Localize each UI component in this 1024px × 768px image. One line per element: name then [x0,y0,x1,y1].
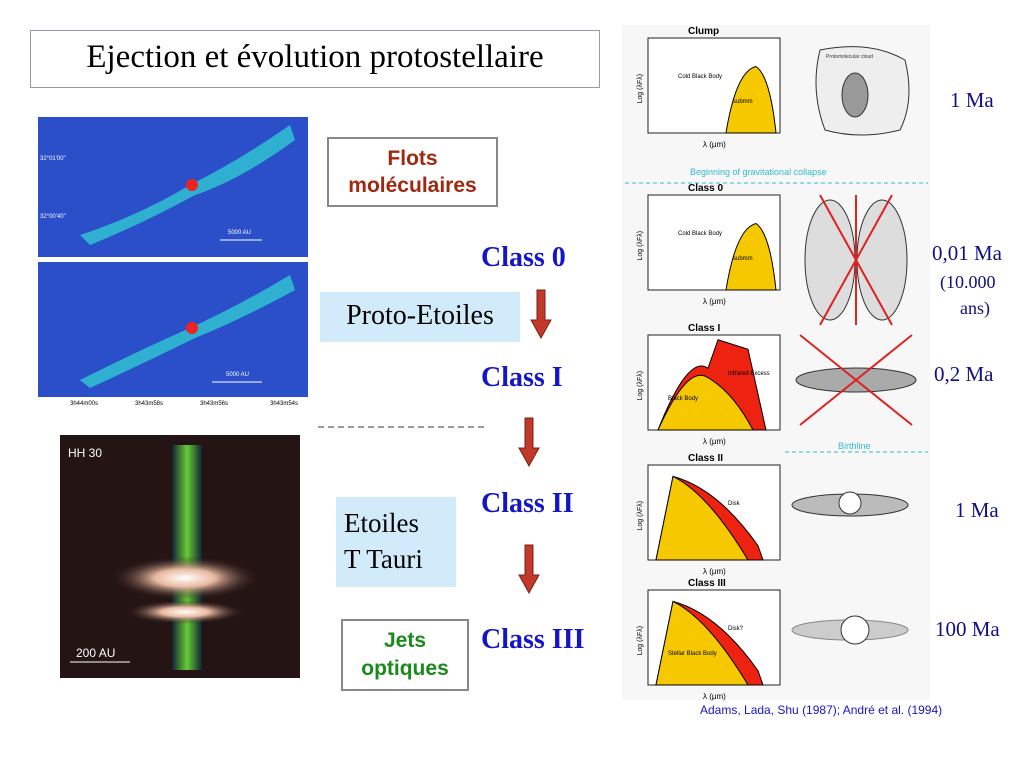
birthline-label: Birthline [838,441,871,451]
ttauri-box: Etoiles T Tauri [336,497,456,587]
sed-ylabel: Log (λFλ) [637,371,644,401]
age: ans) [960,298,990,318]
title: Ejection et évolution protostellaire [30,30,600,88]
line: T Tauri [344,544,423,574]
sed-note: Cold Black Body [678,74,722,80]
star [840,615,870,645]
star [838,491,862,515]
line: Etoiles [344,508,419,538]
jets-box: Jets optiques [341,619,469,691]
line: moléculaires [348,174,477,197]
map-panel [38,262,308,397]
line: Flots [387,147,438,170]
age: (10.000 [940,272,996,292]
age: 1 Ma [950,88,994,112]
sed-title: Class II [688,453,723,464]
sed-area [725,65,777,134]
sed-area [655,600,749,686]
line: optiques [361,657,449,680]
age: 0,01 Ma [932,241,1002,265]
sed-area [657,374,754,431]
scale-label: 5000 AU [226,372,249,378]
age: 0,2 Ma [934,362,994,386]
class-label: Class 0 [481,242,566,273]
hh30-label: HH 30 [68,446,102,460]
class-label: Class III [481,624,585,655]
sed-note: Cold Black Body [678,231,722,237]
sed-note: Disk? [728,626,744,632]
citation: Adams, Lada, Shu (1987); André et al. (1… [700,703,943,717]
sed-title: Class III [688,578,726,589]
ra-tick: 3h43m56s [200,401,228,407]
cloud-label: Protomolecular cloud [826,54,873,60]
outflow [819,194,893,326]
dec-tick: 32°01'00" [40,156,66,162]
flots-box: Flots moléculaires [327,137,498,207]
sed-xlabel: λ (μm) [703,692,726,701]
sed-note: Black Body [668,396,698,402]
sed-ylabel: Log (λFλ) [637,74,644,104]
source [186,322,198,334]
ra-tick: 3h43m58s [135,401,163,407]
sed-note: submm [733,99,753,105]
proto-box: Proto-Etoiles [320,292,520,342]
sed-title: Class I [688,323,720,334]
sed-title: Class 0 [688,183,723,194]
arrow [518,417,540,468]
sed-ylabel: Log (λFλ) [637,626,644,656]
sed-xlabel: λ (μm) [703,567,726,576]
ra-tick: 3h44m00s [70,401,98,407]
ra-tick: 3h43m54s [270,401,298,407]
age: 1 Ma [955,498,999,522]
sed-note: Stellar Black Body [668,651,717,657]
arrow [530,289,552,340]
core [841,72,869,118]
sed-note: submm [733,256,753,262]
collapse-label: Beginning of gravitational collapse [690,167,827,177]
sed-xlabel: λ (μm) [703,140,726,149]
sed-title: Clump [688,26,719,37]
class-label: Class II [481,488,574,519]
arrows [518,289,552,595]
sed-xlabel: λ (μm) [703,437,726,446]
source [186,179,198,191]
sed-note: Infrared Excess [728,371,770,377]
sed-ylabel: Log (λFλ) [637,231,644,261]
map-axis [38,397,308,409]
outflow [799,334,913,426]
arrow [518,544,540,595]
sed-area [725,222,777,291]
map-panel [38,117,308,257]
outflow-lobe [80,125,295,245]
dec-tick: 32°00'40" [40,214,66,220]
line: Jets [383,629,427,652]
sed-xlabel: λ (μm) [703,297,726,306]
envelope [804,199,856,321]
scale-label: 200 AU [76,646,115,660]
disk-glow [125,600,245,624]
class-label: Class I [481,362,563,393]
sed-note: Disk [728,501,741,507]
sed-area [655,475,749,561]
disk-glow [110,556,260,600]
age: 100 Ma [935,617,1000,641]
scale-label: 5000 AU [228,230,251,236]
sed-ylabel: Log (λFλ) [637,501,644,531]
envelope [856,199,908,321]
